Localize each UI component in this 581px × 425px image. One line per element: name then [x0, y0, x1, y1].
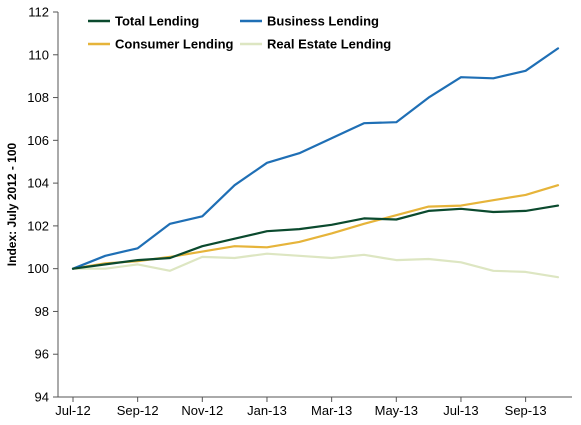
y-tick-label: 100 — [27, 261, 49, 276]
legend-label: Business Lending — [267, 14, 379, 29]
y-tick-label: 102 — [27, 218, 49, 233]
y-tick-label: 108 — [27, 90, 49, 105]
legend-label: Total Lending — [115, 14, 199, 29]
y-tick-label: 98 — [35, 304, 49, 319]
series-line-real-estate-lending — [71, 252, 560, 279]
y-tick-label: 96 — [35, 347, 49, 362]
x-tick-label: Nov-12 — [181, 403, 223, 418]
x-tick-label: Mar-13 — [311, 403, 352, 418]
x-tick-label: Jan-13 — [247, 403, 287, 418]
series-line-total-lending — [71, 204, 560, 270]
x-tick-label: Sep-12 — [117, 403, 159, 418]
x-tick-label: Jul-12 — [55, 403, 90, 418]
y-tick-label: 106 — [27, 133, 49, 148]
legend-label: Consumer Lending — [115, 37, 234, 52]
legend-label: Real Estate Lending — [267, 37, 391, 52]
series-lines — [71, 47, 560, 279]
y-tick-label: 110 — [28, 47, 49, 62]
y-tick-label: 112 — [28, 5, 49, 20]
x-axis-ticks: Jul-12 Sep-12 Nov-12 Jan-13 Mar-13 May-13 Jul-… — [55, 397, 547, 418]
legend: Total Lending Business Lending Consumer Le… — [88, 14, 391, 52]
y-tick-label: 104 — [27, 176, 49, 191]
y-axis-label: Index: July 2012 - 100 — [5, 142, 19, 266]
x-tick-label: May-13 — [375, 403, 418, 418]
x-tick-label: Sep-13 — [505, 403, 547, 418]
x-tick-label: Jul-13 — [443, 403, 478, 418]
y-tick-label: 94 — [35, 390, 49, 405]
series-line-business-lending — [71, 47, 560, 270]
y-axis-ticks: 94 96 98 100 102 104 106 108 110 112 — [27, 5, 58, 405]
